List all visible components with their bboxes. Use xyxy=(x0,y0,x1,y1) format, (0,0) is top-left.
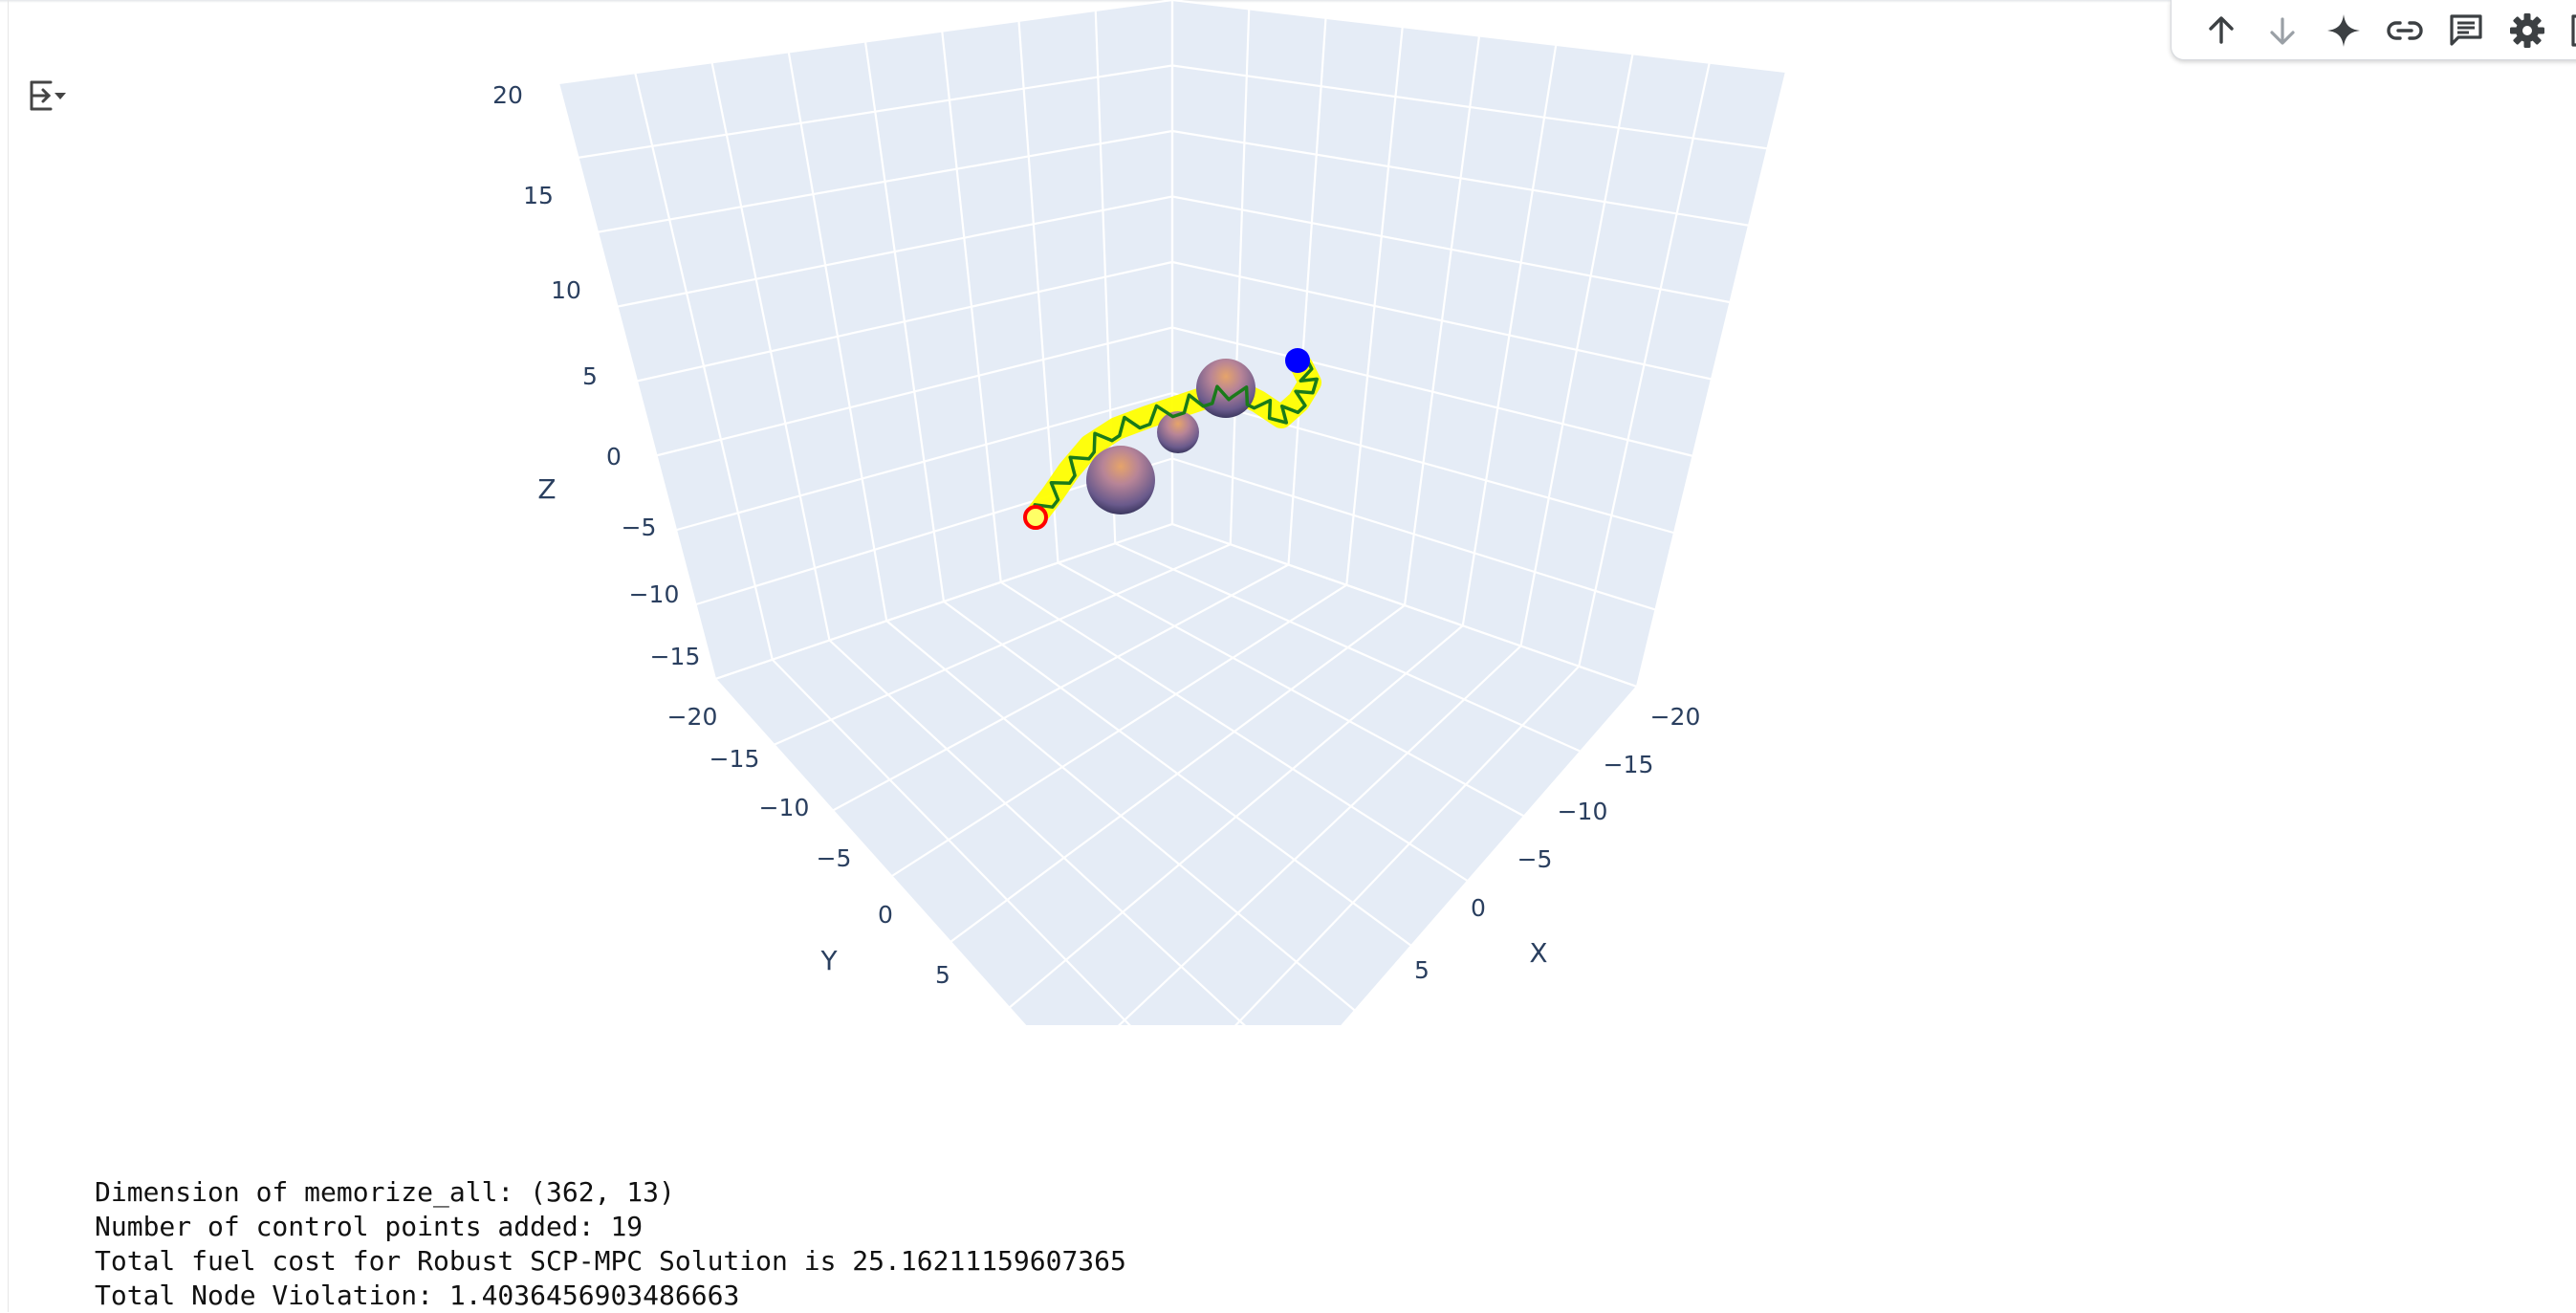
comment-icon xyxy=(2450,14,2482,46)
z-tick-label: 10 xyxy=(551,276,581,304)
x-tick-label: −15 xyxy=(1604,751,1654,778)
z-tick-label: −20 xyxy=(667,703,718,731)
grid-lines xyxy=(557,0,1788,1025)
grid-line xyxy=(597,129,1173,233)
x-tick-label: −10 xyxy=(1558,798,1608,825)
start-marker xyxy=(1023,505,1048,530)
grid-line xyxy=(1171,129,1750,227)
grid-line xyxy=(1171,260,1713,381)
grid-line xyxy=(1171,0,1787,74)
x-axis-title: X xyxy=(1529,937,1547,969)
z-tick-label: −5 xyxy=(622,514,657,541)
z-tick-label: −10 xyxy=(629,580,680,608)
output-collapse-button[interactable] xyxy=(23,71,75,122)
grid-line xyxy=(578,64,1173,159)
obstacle-sphere xyxy=(1086,446,1155,514)
grid-line xyxy=(771,658,1131,1025)
back-right-wall xyxy=(1172,0,1786,687)
grid-line xyxy=(617,195,1173,308)
grid-line xyxy=(885,620,1356,1012)
y-tick-label: −10 xyxy=(759,794,810,821)
generate-button[interactable] xyxy=(2323,10,2365,52)
output-line-node-violation: Total Node Violation: 1.4036456903486663 xyxy=(95,1280,740,1311)
comment-button[interactable] xyxy=(2445,10,2487,52)
axis-tick-labels: 20151050−5−10−15−20−15−10−505−20−15−10−5… xyxy=(492,81,1700,989)
grid-line xyxy=(943,601,1412,947)
z-axis-title: Z xyxy=(537,473,556,505)
grid-line xyxy=(1017,20,1059,563)
grid-line xyxy=(714,678,1027,1025)
y-tick-label: −5 xyxy=(817,844,852,872)
grid-line xyxy=(1171,195,1731,304)
top-edge xyxy=(0,0,2576,3)
grid-line xyxy=(1008,624,1464,1009)
cell-output-text: Dimension of memorize_all: (362, 13) Numb… xyxy=(95,1175,1126,1313)
y-tick-label: 5 xyxy=(935,961,950,989)
grid-line xyxy=(1461,44,1558,626)
sparkle-icon xyxy=(2327,14,2360,47)
x-tick-label: 5 xyxy=(1414,956,1430,984)
z-tick-label: 5 xyxy=(582,362,598,390)
move-down-button[interactable] xyxy=(2261,10,2303,52)
output-line-dimension: Dimension of memorize_all: (362, 13) xyxy=(95,1176,675,1208)
z-tick-label: −15 xyxy=(650,643,701,670)
goal-marker xyxy=(1285,348,1310,373)
y-tick-label: 0 xyxy=(878,901,893,929)
move-up-button[interactable] xyxy=(2200,10,2242,52)
cell-gutter-rule xyxy=(8,0,9,1312)
output-line-fuel-cost: Total fuel cost for Robust SCP-MPC Solut… xyxy=(95,1245,1126,1277)
back-left-wall xyxy=(558,0,1172,679)
grid-line xyxy=(941,31,1002,582)
link-button[interactable] xyxy=(2384,10,2426,52)
output-line-control-points: Number of control points added: 19 xyxy=(95,1211,644,1242)
image-icon xyxy=(2571,14,2576,47)
gear-icon xyxy=(2510,13,2544,48)
grid-line xyxy=(557,0,1173,85)
x-tick-label: 0 xyxy=(1471,894,1486,922)
grid-line xyxy=(1171,64,1768,150)
grid-line xyxy=(1341,686,1638,1025)
z-tick-label: 0 xyxy=(606,443,622,470)
obstacle-sphere xyxy=(1157,411,1199,453)
y-axis-title: Y xyxy=(819,945,838,976)
z-tick-label: 20 xyxy=(492,81,523,109)
output-toggle-icon xyxy=(30,80,66,111)
grid-line xyxy=(828,639,1247,1025)
grid-line xyxy=(1635,71,1788,688)
link-icon xyxy=(2387,21,2423,40)
trajectory-line xyxy=(1033,357,1319,522)
x-tick-label: −20 xyxy=(1650,703,1701,731)
grid-line xyxy=(1233,665,1581,1025)
grid-line xyxy=(1117,645,1522,1025)
mirror-tab-button[interactable] xyxy=(2565,10,2576,52)
settings-button[interactable] xyxy=(2506,10,2548,52)
grid-line xyxy=(1519,54,1634,646)
plot-3d-scene[interactable]: 20151050−5−10−15−20−15−10−505−20−15−10−5… xyxy=(0,0,2576,1028)
trajectory-layer xyxy=(1023,348,1321,530)
arrow-down-icon xyxy=(2270,17,2295,45)
grid-line xyxy=(1578,62,1711,667)
z-tick-label: 15 xyxy=(523,182,554,209)
grid-line xyxy=(636,260,1173,383)
x-tick-label: −5 xyxy=(1517,845,1553,873)
y-tick-label: −15 xyxy=(709,745,760,773)
cell-toolbar xyxy=(2171,0,2576,60)
arrow-up-icon xyxy=(2209,16,2234,44)
